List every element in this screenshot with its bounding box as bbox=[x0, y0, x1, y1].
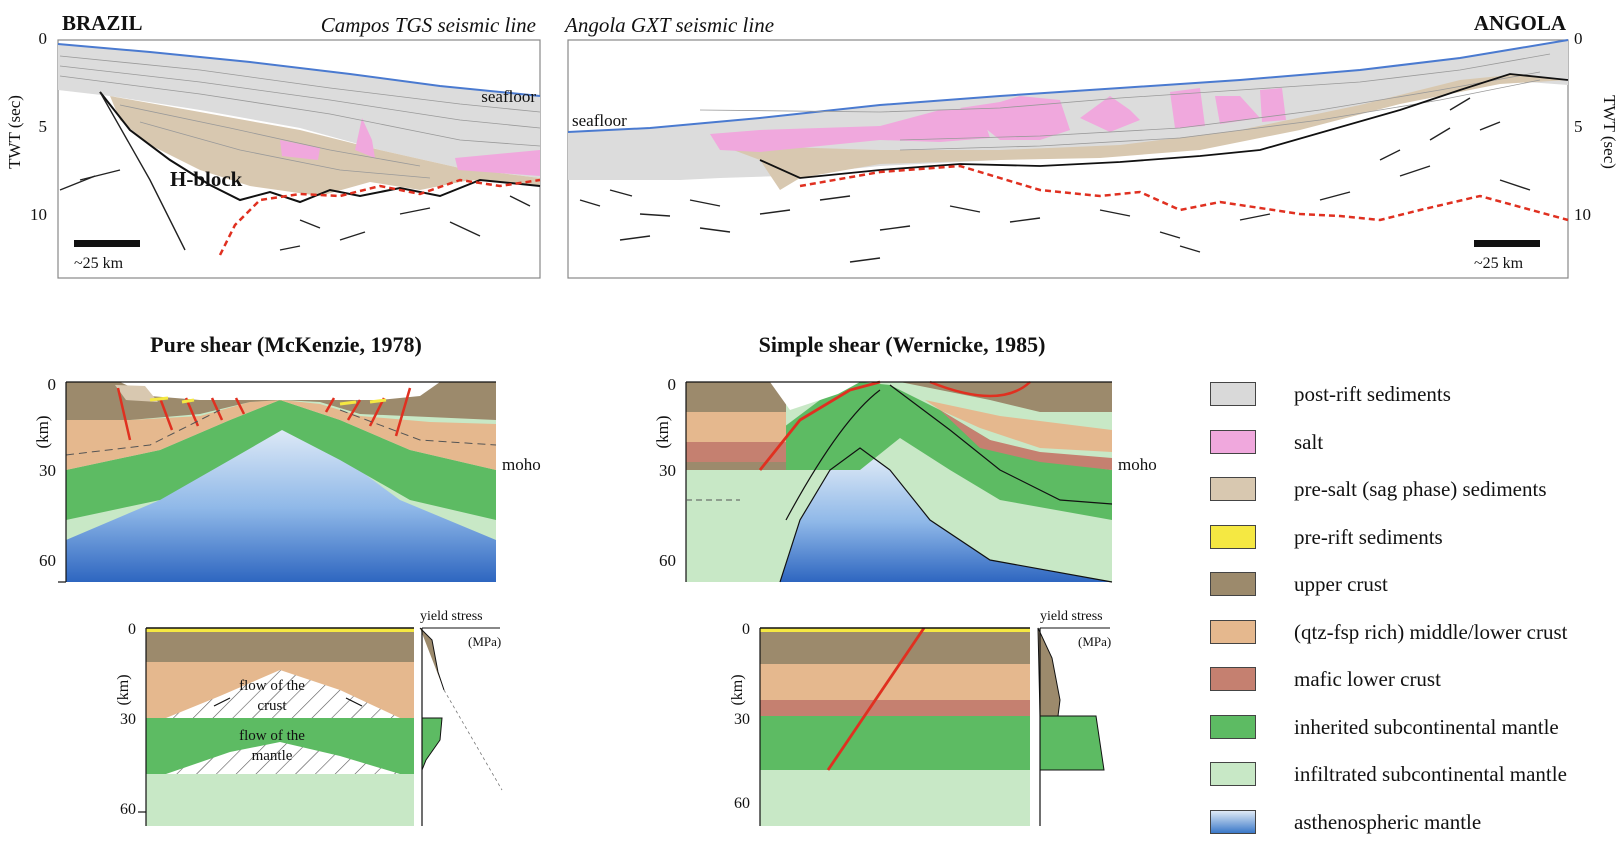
legend-label-asthenospheric-mantle: asthenospheric mantle bbox=[1294, 810, 1481, 834]
legend-item-middle-lower-crust: (qtz-fsp rich) middle/lower crust bbox=[1210, 620, 1620, 668]
pure-profile bbox=[138, 628, 502, 826]
pure-profile-tick-0: 0 bbox=[128, 621, 136, 638]
twt-axis-left: 0 5 10 TWT (sec) bbox=[5, 29, 47, 224]
simple-depth-label: (km) bbox=[653, 415, 672, 448]
simple-tick-30: 30 bbox=[659, 461, 676, 480]
legend-label-pre-salt: pre-salt (sag phase) sediments bbox=[1294, 477, 1547, 501]
swatch-pre-salt bbox=[1210, 477, 1256, 501]
pure-yield-stress-label: yield stress bbox=[420, 609, 483, 624]
seafloor-label-left: seafloor bbox=[481, 87, 536, 106]
simple-tick-0: 0 bbox=[668, 375, 677, 394]
twt-tick-5-right: 5 bbox=[1574, 117, 1583, 136]
simple-tick-60: 60 bbox=[659, 551, 676, 570]
legend-item-mafic-lower-crust: mafic lower crust bbox=[1210, 667, 1620, 715]
legend-item-infiltrated-mantle: infiltrated subcontinental mantle bbox=[1210, 762, 1620, 810]
swatch-mafic-lower-crust bbox=[1210, 667, 1256, 691]
pure-profile-tick-30: 30 bbox=[120, 711, 136, 728]
scale-bar-right bbox=[1474, 240, 1540, 247]
twt-axis-label-left: TWT (sec) bbox=[5, 95, 24, 169]
swatch-pre-rift bbox=[1210, 525, 1256, 549]
angola-line-title: Angola GXT seismic line bbox=[563, 13, 774, 37]
pure-shear-section bbox=[58, 382, 496, 582]
pure-flow-crust-label-2: crust bbox=[257, 698, 287, 714]
simple-profile-tick-60: 60 bbox=[734, 795, 750, 812]
pure-depth-label: (km) bbox=[33, 415, 52, 448]
pure-flow-mantle-label-1: flow of the bbox=[239, 728, 305, 744]
pure-basin bbox=[120, 382, 440, 400]
seafloor-label-right: seafloor bbox=[572, 111, 627, 130]
swatch-asthenospheric-mantle bbox=[1210, 810, 1256, 834]
legend-label-post-rift: post-rift sediments bbox=[1294, 382, 1451, 406]
swatch-infiltrated-mantle bbox=[1210, 762, 1256, 786]
twt-tick-0-right: 0 bbox=[1574, 29, 1583, 48]
scale-bar-left bbox=[74, 240, 140, 247]
simple-yield-stress-label: yield stress bbox=[1040, 609, 1103, 624]
legend-label-salt: salt bbox=[1294, 430, 1323, 454]
angola-label: ANGOLA bbox=[1474, 11, 1567, 35]
pure-tick-60: 60 bbox=[39, 551, 56, 570]
simple-shear-section bbox=[686, 382, 1112, 582]
angola-seismic-section bbox=[568, 40, 1568, 278]
legend-item-pre-salt: pre-salt (sag phase) sediments bbox=[1210, 477, 1620, 525]
pure-profile-tick-60: 60 bbox=[120, 801, 136, 818]
twt-axis-right: 0 5 10 TWT (sec) bbox=[1574, 29, 1619, 224]
swatch-inherited-mantle bbox=[1210, 715, 1256, 739]
pure-tick-0: 0 bbox=[48, 375, 57, 394]
simple-moho-label: moho bbox=[1118, 455, 1157, 474]
brazil-label: BRAZIL bbox=[62, 11, 143, 35]
scale-label-left: ~25 km bbox=[74, 255, 124, 272]
twt-axis-label-right: TWT (sec) bbox=[1600, 95, 1619, 169]
simple-mpa-label: (MPa) bbox=[1078, 634, 1111, 649]
twt-tick-10-right: 10 bbox=[1574, 205, 1591, 224]
simple-profile-tick-0: 0 bbox=[742, 621, 750, 638]
simple-shear-title: Simple shear (Wernicke, 1985) bbox=[759, 332, 1046, 357]
swatch-post-rift bbox=[1210, 382, 1256, 406]
legend-item-pre-rift: pre-rift sediments bbox=[1210, 525, 1620, 573]
twt-tick-0-left: 0 bbox=[39, 29, 48, 48]
legend-item-salt: salt bbox=[1210, 430, 1620, 478]
pure-flow-mantle-label-2: mantle bbox=[252, 748, 293, 764]
pure-moho-label: moho bbox=[502, 455, 541, 474]
simple-profile-tick-30: 30 bbox=[734, 711, 750, 728]
pure-mpa-label: (MPa) bbox=[468, 634, 501, 649]
legend-item-inherited-mantle: inherited subcontinental mantle bbox=[1210, 715, 1620, 763]
swatch-upper-crust bbox=[1210, 572, 1256, 596]
simple-profile bbox=[760, 628, 1110, 826]
legend: post-rift sediments salt pre-salt (sag p… bbox=[1210, 382, 1620, 857]
legend-item-post-rift: post-rift sediments bbox=[1210, 382, 1620, 430]
pure-tick-30: 30 bbox=[39, 461, 56, 480]
legend-label-pre-rift: pre-rift sediments bbox=[1294, 525, 1443, 549]
legend-item-upper-crust: upper crust bbox=[1210, 572, 1620, 620]
twt-tick-5-left: 5 bbox=[39, 117, 48, 136]
twt-tick-10-left: 10 bbox=[30, 205, 47, 224]
legend-label-inherited-mantle: inherited subcontinental mantle bbox=[1294, 715, 1559, 739]
simple-profile-depth-label: (km) bbox=[729, 674, 746, 705]
legend-label-middle-lower-crust: (qtz-fsp rich) middle/lower crust bbox=[1294, 620, 1568, 644]
legend-label-infiltrated-mantle: infiltrated subcontinental mantle bbox=[1294, 762, 1567, 786]
pure-shear-title: Pure shear (McKenzie, 1978) bbox=[150, 332, 422, 357]
swatch-middle-lower-crust bbox=[1210, 620, 1256, 644]
legend-label-mafic-lower-crust: mafic lower crust bbox=[1294, 667, 1441, 691]
h-block-label: H-block bbox=[170, 167, 243, 191]
swatch-salt bbox=[1210, 430, 1256, 454]
scale-label-right: ~25 km bbox=[1474, 255, 1524, 272]
campos-line-title: Campos TGS seismic line bbox=[321, 13, 536, 37]
pure-flow-crust-label-1: flow of the bbox=[239, 678, 305, 694]
legend-label-upper-crust: upper crust bbox=[1294, 572, 1388, 596]
legend-item-asthenospheric-mantle: asthenospheric mantle bbox=[1210, 810, 1620, 857]
pure-profile-depth-label: (km) bbox=[115, 674, 132, 705]
